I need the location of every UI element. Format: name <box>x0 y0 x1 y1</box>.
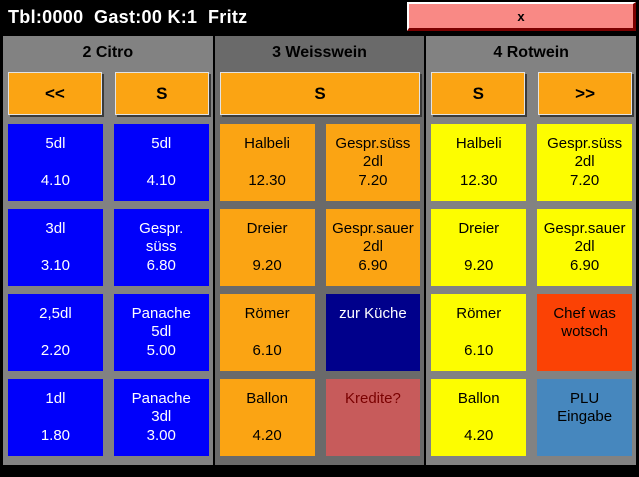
close-button[interactable]: x <box>407 2 636 31</box>
plu-button[interactable]: Gespr. süss 6.80 <box>113 209 209 286</box>
plu-grid-rotwein: Halbeli 12.30 Gespr.süss 2dl 7.20 Dreier… <box>431 124 633 456</box>
toolbar-citro: << S <box>8 72 209 115</box>
category-tab-rotwein[interactable]: 4 Rotwein <box>493 44 569 61</box>
plu-price: 4.20 <box>252 426 282 444</box>
category-column-rotwein: 4 Rotwein S >> Halbeli 12.30 Gespr.süss … <box>426 36 637 465</box>
plu-price: 4.20 <box>464 426 494 444</box>
plu-label: Römer <box>456 305 502 322</box>
plu-label: Panache 5dl <box>131 305 191 341</box>
plu-label: Gespr. süss <box>139 220 184 256</box>
plu-button[interactable]: Gespr.sauer 2dl 6.90 <box>537 209 633 286</box>
category-column-citro: 2 Citro << S 5dl 4.10 5dl 4.10 3dl 3.10 <box>3 36 213 465</box>
plu-label: Dreier <box>246 220 288 237</box>
plu-label: Halbeli <box>244 135 291 152</box>
plu-button[interactable]: Halbeli 12.30 <box>431 124 527 201</box>
plu-label: Gespr.sauer 2dl <box>332 220 414 256</box>
plu-button[interactable]: Gespr.süss 2dl 7.20 <box>537 124 633 201</box>
plu-button[interactable]: Römer 6.10 <box>219 294 315 371</box>
plu-label: PLU Eingabe <box>557 390 613 426</box>
plu-price: 6.90 <box>358 256 388 274</box>
plu-price: 6.10 <box>252 341 282 359</box>
plu-price: 1.80 <box>40 426 71 444</box>
plu-label: Halbeli <box>455 135 502 152</box>
plu-button[interactable]: 5dl 4.10 <box>8 124 103 201</box>
category-columns: 2 Citro << S 5dl 4.10 5dl 4.10 3dl 3.10 <box>3 36 637 465</box>
plu-button[interactable]: Halbeli 12.30 <box>219 124 315 201</box>
plu-price: 9.20 <box>464 256 494 274</box>
table-status-text: Tbl:0000 Gast:00 K:1 Fritz <box>8 7 248 27</box>
plu-label: 5dl <box>151 135 172 152</box>
plu-button[interactable]: Römer 6.10 <box>431 294 527 371</box>
plu-button[interactable]: 2,5dl 2.20 <box>8 294 103 371</box>
plu-price: 4.10 <box>40 171 71 189</box>
category-tab-weisswein[interactable]: 3 Weisswein <box>272 44 367 61</box>
plu-price: 9.20 <box>252 256 282 274</box>
plu-label: Chef was wotsch <box>553 305 616 341</box>
plu-price: 6.10 <box>464 341 494 359</box>
plu-label: 5dl <box>45 135 66 152</box>
plu-price: 7.20 <box>358 171 388 189</box>
plu-price: 3.00 <box>146 426 176 444</box>
plu-label: Gespr.süss 2dl <box>335 135 411 171</box>
plu-grid-weisswein: Halbeli 12.30 Gespr.süss 2dl 7.20 Dreier… <box>219 124 421 456</box>
plu-price: 12.30 <box>248 171 286 189</box>
plu-label: Ballon <box>457 390 500 407</box>
plu-label: Ballon <box>246 390 288 407</box>
plu-label: 2,5dl <box>39 305 72 322</box>
plu-price: 4.10 <box>146 171 176 189</box>
plu-button[interactable]: Ballon 4.20 <box>431 379 527 456</box>
toolbar-rotwein: S >> <box>431 72 633 115</box>
plu-price: 12.30 <box>459 171 498 189</box>
page-prev-button[interactable]: << <box>8 72 102 115</box>
plu-button[interactable]: Gespr.süss 2dl 7.20 <box>325 124 421 201</box>
plu-button[interactable]: 3dl 3.10 <box>8 209 103 286</box>
shortcut-s-button[interactable]: S <box>114 72 209 115</box>
plu-button[interactable]: Ballon 4.20 <box>219 379 315 456</box>
plu-label: zur Küche <box>339 305 407 322</box>
plu-button[interactable]: 1dl 1.80 <box>8 379 103 456</box>
plu-eingabe-button[interactable]: PLU Eingabe <box>537 379 633 456</box>
plu-label: Panache 3dl <box>131 390 191 426</box>
plu-label: Kredite? <box>344 390 401 407</box>
plu-button[interactable]: Panache 3dl 3.00 <box>113 379 209 456</box>
plu-price: 5.00 <box>146 341 176 359</box>
plu-button[interactable]: Gespr.sauer 2dl 6.90 <box>325 209 421 286</box>
category-column-weisswein: 3 Weisswein S Halbeli 12.30 Gespr.süss 2… <box>214 36 425 465</box>
titlebar: Tbl:0000 Gast:00 K:1 Fritz x <box>0 0 639 36</box>
plu-price: 6.90 <box>569 256 600 274</box>
plu-button[interactable]: 5dl 4.10 <box>113 124 209 201</box>
plu-label: 3dl <box>45 220 66 237</box>
plu-button[interactable]: Panache 5dl 5.00 <box>113 294 209 371</box>
plu-label: Gespr.sauer 2dl <box>543 220 626 256</box>
chef-was-wotsch-button[interactable]: Chef was wotsch <box>537 294 633 371</box>
plu-price: 6.80 <box>146 256 176 274</box>
kredite-button[interactable]: Kredite? <box>325 379 421 456</box>
category-tab-citro[interactable]: 2 Citro <box>82 44 134 61</box>
shortcut-s-button[interactable]: S <box>219 72 421 115</box>
plu-price: 3.10 <box>40 256 71 274</box>
plu-label: Dreier <box>458 220 500 237</box>
plu-label: 1dl <box>45 390 66 407</box>
plu-label: Gespr.süss 2dl <box>547 135 623 171</box>
toolbar-weisswein: S <box>219 72 421 115</box>
shortcut-s-button[interactable]: S <box>431 72 526 115</box>
zur-kueche-button[interactable]: zur Küche <box>325 294 421 371</box>
plu-button[interactable]: Dreier 9.20 <box>431 209 527 286</box>
plu-label: Römer <box>244 305 290 322</box>
plu-price: 2.20 <box>40 341 71 359</box>
page-next-button[interactable]: >> <box>538 72 633 115</box>
plu-button[interactable]: Dreier 9.20 <box>219 209 315 286</box>
plu-grid-citro: 5dl 4.10 5dl 4.10 3dl 3.10 Gespr. süss 6… <box>8 124 209 456</box>
plu-price: 7.20 <box>569 171 600 189</box>
